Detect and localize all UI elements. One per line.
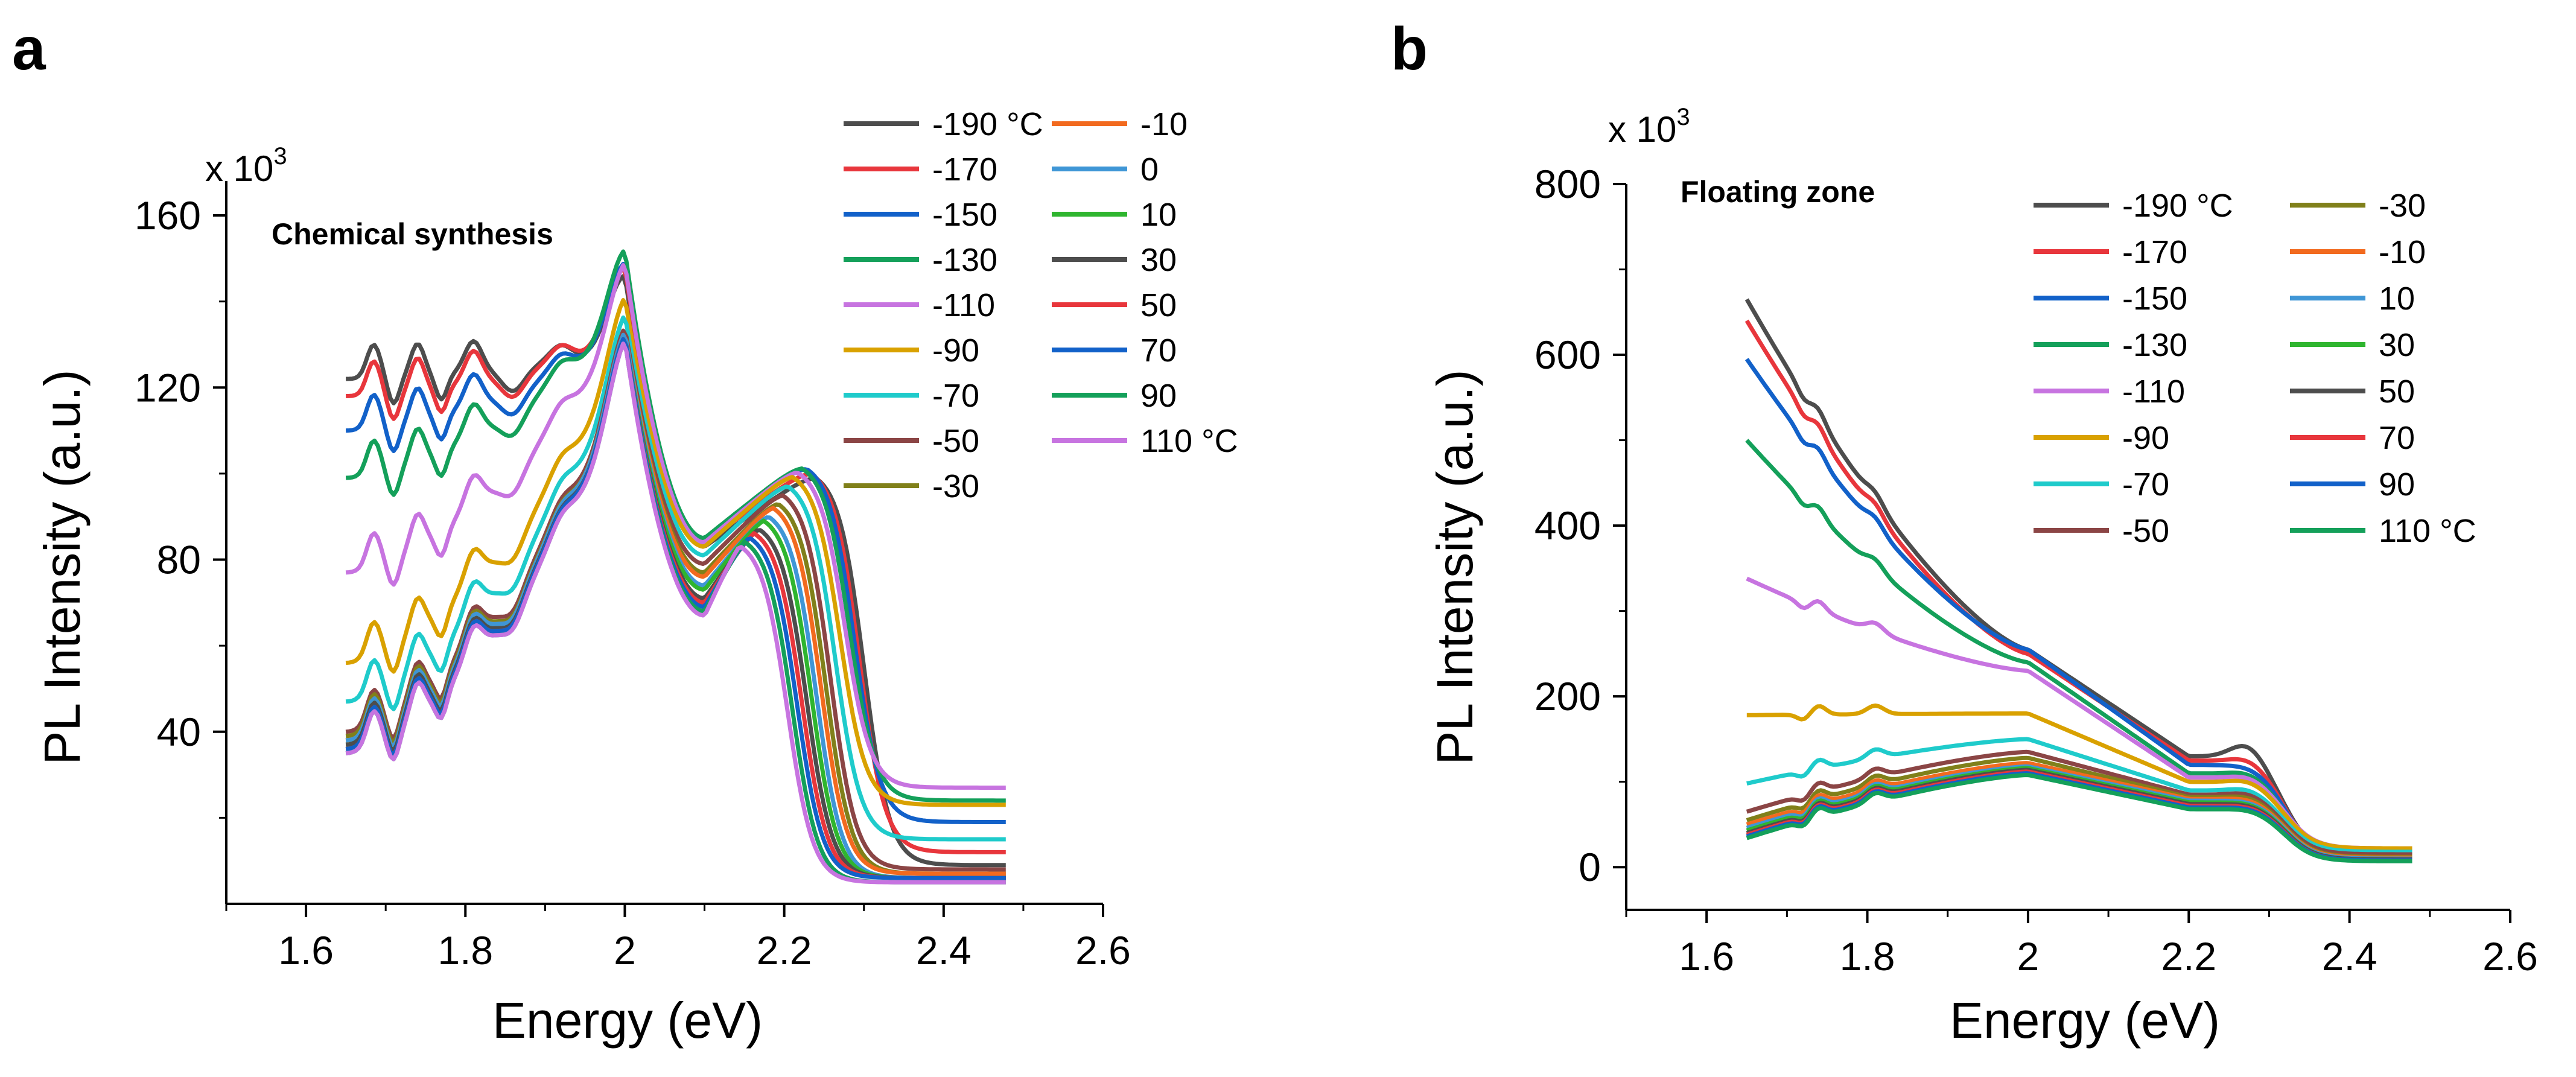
- panel-b: b x 103 Floating zone Energy (eV) PL Int…: [1391, 15, 2538, 1049]
- panel-b-legend-label: -130: [2122, 327, 2187, 363]
- panel-a-annotation: Chemical synthesis: [272, 217, 553, 251]
- panel-a-legend-label: -90: [932, 332, 979, 369]
- panel-a-legend-label: 110 °C: [1140, 423, 1238, 459]
- panel-a-legend-label: 10: [1140, 197, 1177, 233]
- panel-a-legend-label: 70: [1140, 332, 1177, 369]
- panel-a-legend-label: -30: [932, 468, 979, 504]
- panel-b-y-tick-label: 600: [1534, 332, 1601, 377]
- panel-b-legend-label: -50: [2122, 513, 2169, 549]
- panel-b-multiplier: x 103: [1608, 104, 1690, 150]
- panel-a-y-tick-label: 160: [135, 193, 201, 238]
- panel-a-y-axis-label: PL Intensity (a.u.): [34, 369, 91, 764]
- panel-a-legend-label: -190 °C: [932, 106, 1043, 142]
- panel-b-legend-label: 110 °C: [2379, 513, 2476, 549]
- panel-b-legend-label: -110: [2122, 373, 2185, 410]
- panel-a-series--110: [345, 263, 1006, 790]
- panel-a-series--30: [345, 332, 1006, 876]
- panel-b-x-tick-label: 1.6: [1679, 934, 1734, 979]
- panel-a-x-axis-label: Energy (eV): [492, 992, 763, 1049]
- panel-b-y-tick-label: 800: [1534, 162, 1601, 206]
- panel-b-series--90: [1746, 704, 2412, 851]
- panel-b-legend-label: 90: [2379, 466, 2415, 503]
- panel-a-series-110: [345, 342, 1006, 885]
- panel-b-y-tick-label: 400: [1534, 503, 1601, 548]
- panel-a-letter: a: [12, 15, 46, 83]
- panel-a-x-tick-label: 2.2: [757, 928, 812, 973]
- panel-a-x-tick-label: 2.4: [916, 928, 972, 973]
- panel-a-legend-label: 0: [1140, 151, 1159, 188]
- panel-a-x-tick-label: 1.8: [437, 928, 493, 973]
- panel-a-x-tick-label: 2.6: [1075, 928, 1131, 973]
- panel-b-y-tick-label: 0: [1579, 845, 1601, 889]
- panel-b-legend-label: -90: [2122, 420, 2169, 456]
- panel-a: a x 103 Chemical synthesis Energy (eV) P…: [12, 15, 1238, 1049]
- panel-b-x-axis-label: Energy (eV): [1950, 992, 2220, 1049]
- panel-a-series-group: [345, 249, 1006, 885]
- panel-b-legend-label: 70: [2379, 420, 2415, 456]
- panel-b-x-tick-label: 2.2: [2161, 934, 2216, 979]
- panel-a-legend-label: -110: [932, 287, 995, 323]
- panel-b-legend-label: -170: [2122, 234, 2187, 270]
- panel-b-series-110: [1746, 773, 2412, 863]
- panel-b-series-group: [1744, 298, 2412, 863]
- panel-a-axes: 1.6 1.8 2 2.2 2.4 2.6 40 80 120 160: [135, 181, 1131, 973]
- panel-a-x-tick-label: 2: [614, 928, 636, 973]
- panel-b-annotation: Floating zone: [1681, 175, 1875, 209]
- panel-a-legend-label: -130: [932, 242, 997, 278]
- panel-b-x-tick-label: 2.6: [2482, 934, 2538, 979]
- panel-b-x-tick-label: 2: [2017, 934, 2040, 979]
- panel-b-legend: -190 °C -170 -150 -130 -110 -90 -70 -50 -30 -10 10…: [2034, 188, 2476, 549]
- panel-a-multiplier: x 103: [205, 143, 287, 189]
- panel-a-series--70: [345, 315, 1006, 842]
- panel-a-legend-label: -70: [932, 378, 979, 414]
- panel-b-legend-label: 30: [2379, 327, 2415, 363]
- panel-b-legend-label: 50: [2379, 373, 2415, 410]
- panel-a-legend-label: 90: [1140, 378, 1177, 414]
- panel-b-letter: b: [1391, 15, 1428, 83]
- panel-b-legend-label: -150: [2122, 281, 2187, 317]
- panel-b-legend-label: -30: [2379, 188, 2426, 224]
- panel-b-legend-label: -190 °C: [2122, 188, 2233, 224]
- panel-b-series--70: [1746, 737, 2412, 854]
- panel-a-legend-label: 50: [1140, 287, 1177, 323]
- panel-a-legend: -190 °C -170 -150 -130 -110 -90 -70 -50 -30 -10 0 1…: [844, 106, 1238, 504]
- panel-a-series--90: [345, 298, 1006, 807]
- panel-a-legend-label: -170: [932, 151, 997, 188]
- panel-b-y-axis-label: PL Intensity (a.u.): [1426, 369, 1483, 764]
- panel-a-y-tick-label: 80: [157, 538, 201, 582]
- panel-b-legend-label: 10: [2379, 281, 2415, 317]
- panel-a-series--10: [345, 332, 1006, 876]
- panel-b-legend-label: -10: [2379, 234, 2426, 270]
- panel-a-y-tick-label: 120: [135, 365, 201, 410]
- panel-b-y-tick-label: 200: [1534, 674, 1601, 719]
- panel-a-x-tick-label: 1.6: [278, 928, 334, 973]
- panel-a-y-tick-label: 40: [157, 710, 201, 754]
- panel-b-legend-label: -70: [2122, 466, 2169, 503]
- panel-a-legend-label: -10: [1140, 106, 1188, 142]
- panel-a-legend-label: -150: [932, 197, 997, 233]
- panel-b-x-tick-label: 2.4: [2322, 934, 2377, 979]
- panel-b-x-tick-label: 1.8: [1840, 934, 1895, 979]
- panel-a-legend-label: -50: [932, 423, 979, 459]
- panel-b-axes: 1.6 1.8 2 2.2 2.4 2.6 0 200 400 600 800: [1534, 162, 2538, 979]
- panel-a-legend-label: 30: [1140, 242, 1177, 278]
- panel-a-series--50: [345, 328, 1006, 872]
